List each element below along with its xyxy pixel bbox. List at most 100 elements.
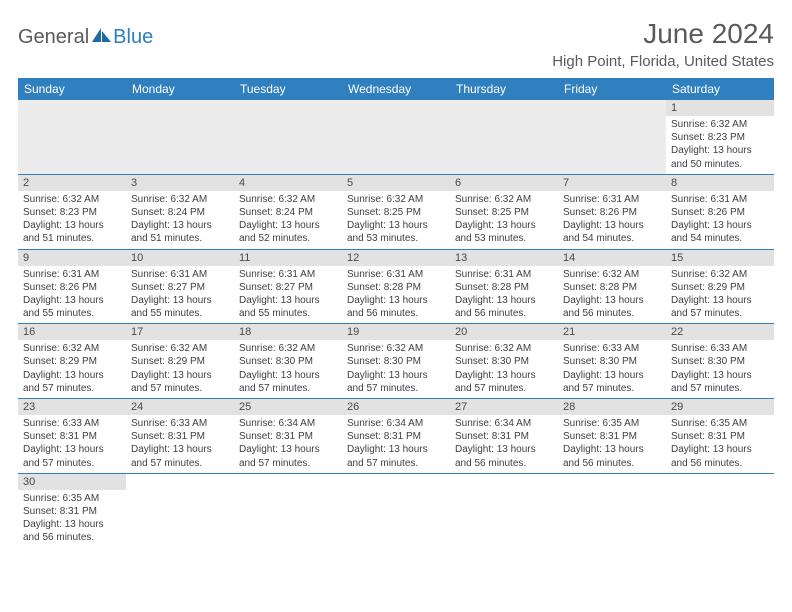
daylight-label: Daylight:: [671, 145, 710, 156]
sunset-label: Sunset:: [23, 431, 57, 442]
day-cell: 10Sunrise: 6:31 AMSunset: 8:27 PMDayligh…: [126, 250, 234, 324]
sunrise-line: Sunrise: 6:34 AM: [239, 417, 337, 430]
sunset-line: Sunset: 8:29 PM: [671, 281, 769, 294]
sunset-line: Sunset: 8:30 PM: [239, 355, 337, 368]
day-cell: [234, 100, 342, 174]
sunrise-line: Sunrise: 6:31 AM: [131, 268, 229, 281]
sunrise-label: Sunrise:: [671, 269, 708, 280]
day-cell: [342, 100, 450, 174]
sunrise-line: Sunrise: 6:32 AM: [131, 342, 229, 355]
sunrise-label: Sunrise:: [131, 418, 168, 429]
day-headers-row: SundayMondayTuesdayWednesdayThursdayFrid…: [18, 78, 774, 100]
day-info: Sunrise: 6:31 AMSunset: 8:28 PMDaylight:…: [450, 266, 558, 324]
day-cell: 26Sunrise: 6:34 AMSunset: 8:31 PMDayligh…: [342, 399, 450, 473]
daylight-line: Daylight: 13 hours and 57 minutes.: [347, 443, 445, 469]
calendar: SundayMondayTuesdayWednesdayThursdayFrid…: [18, 78, 774, 548]
sunset-line: Sunset: 8:31 PM: [239, 430, 337, 443]
daylight-label: Daylight:: [455, 295, 494, 306]
sunrise-label: Sunrise:: [455, 418, 492, 429]
daylight-label: Daylight:: [347, 444, 386, 455]
sunrise-label: Sunrise:: [131, 269, 168, 280]
daylight-line: Daylight: 13 hours and 51 minutes.: [131, 219, 229, 245]
day-cell: 29Sunrise: 6:35 AMSunset: 8:31 PMDayligh…: [666, 399, 774, 473]
sunset-line: Sunset: 8:31 PM: [23, 430, 121, 443]
day-number: 20: [450, 324, 558, 340]
sunset-line: Sunset: 8:23 PM: [23, 206, 121, 219]
day-number: 24: [126, 399, 234, 415]
daylight-line: Daylight: 13 hours and 53 minutes.: [455, 219, 553, 245]
day-number: 21: [558, 324, 666, 340]
sunset-label: Sunset:: [23, 356, 57, 367]
sunset-label: Sunset:: [347, 431, 381, 442]
day-number: 12: [342, 250, 450, 266]
daylight-label: Daylight:: [131, 220, 170, 231]
sunset-label: Sunset:: [239, 431, 273, 442]
day-cell: 27Sunrise: 6:34 AMSunset: 8:31 PMDayligh…: [450, 399, 558, 473]
sunrise-value: 6:32 AM: [278, 343, 315, 354]
sunrise-label: Sunrise:: [239, 194, 276, 205]
day-cell: 28Sunrise: 6:35 AMSunset: 8:31 PMDayligh…: [558, 399, 666, 473]
sunrise-value: 6:31 AM: [710, 194, 747, 205]
day-cell: 19Sunrise: 6:32 AMSunset: 8:30 PMDayligh…: [342, 324, 450, 398]
daylight-label: Daylight:: [671, 370, 710, 381]
day-cell: 12Sunrise: 6:31 AMSunset: 8:28 PMDayligh…: [342, 250, 450, 324]
sunset-line: Sunset: 8:25 PM: [455, 206, 553, 219]
day-info: Sunrise: 6:35 AMSunset: 8:31 PMDaylight:…: [666, 415, 774, 473]
sunrise-label: Sunrise:: [347, 343, 384, 354]
day-number: 9: [18, 250, 126, 266]
day-header: Friday: [558, 78, 666, 100]
sunrise-label: Sunrise:: [347, 269, 384, 280]
day-cell: 1Sunrise: 6:32 AMSunset: 8:23 PMDaylight…: [666, 100, 774, 174]
daylight-label: Daylight:: [239, 370, 278, 381]
sunset-value: 8:31 PM: [492, 431, 529, 442]
sunset-line: Sunset: 8:26 PM: [671, 206, 769, 219]
daylight-line: Daylight: 13 hours and 57 minutes.: [23, 369, 121, 395]
sunrise-label: Sunrise:: [131, 194, 168, 205]
daylight-line: Daylight: 13 hours and 57 minutes.: [671, 369, 769, 395]
sunset-label: Sunset:: [23, 506, 57, 517]
week-row: 9Sunrise: 6:31 AMSunset: 8:26 PMDaylight…: [18, 250, 774, 325]
sunset-label: Sunset:: [563, 282, 597, 293]
daylight-label: Daylight:: [239, 295, 278, 306]
day-cell: 7Sunrise: 6:31 AMSunset: 8:26 PMDaylight…: [558, 175, 666, 249]
logo-text-general: General: [18, 26, 89, 49]
sunrise-value: 6:32 AM: [710, 119, 747, 130]
sunset-label: Sunset:: [131, 282, 165, 293]
sunrise-line: Sunrise: 6:32 AM: [455, 193, 553, 206]
day-number: 7: [558, 175, 666, 191]
sunrise-value: 6:32 AM: [494, 194, 531, 205]
sunset-value: 8:31 PM: [60, 431, 97, 442]
day-cell: [18, 100, 126, 174]
sunrise-label: Sunrise:: [455, 269, 492, 280]
daylight-label: Daylight:: [455, 370, 494, 381]
sunrise-value: 6:34 AM: [278, 418, 315, 429]
day-info: Sunrise: 6:32 AMSunset: 8:29 PMDaylight:…: [666, 266, 774, 324]
sunrise-value: 6:31 AM: [170, 269, 207, 280]
sunrise-label: Sunrise:: [563, 418, 600, 429]
sunrise-line: Sunrise: 6:33 AM: [563, 342, 661, 355]
day-info: Sunrise: 6:34 AMSunset: 8:31 PMDaylight:…: [450, 415, 558, 473]
week-row: 1Sunrise: 6:32 AMSunset: 8:23 PMDaylight…: [18, 100, 774, 175]
sunrise-value: 6:33 AM: [602, 343, 639, 354]
sunset-value: 8:25 PM: [492, 207, 529, 218]
day-info: Sunrise: 6:34 AMSunset: 8:31 PMDaylight:…: [342, 415, 450, 473]
daylight-line: Daylight: 13 hours and 56 minutes.: [563, 294, 661, 320]
day-number: 26: [342, 399, 450, 415]
daylight-line: Daylight: 13 hours and 55 minutes.: [23, 294, 121, 320]
sunset-label: Sunset:: [131, 356, 165, 367]
day-number: 16: [18, 324, 126, 340]
sunrise-value: 6:34 AM: [494, 418, 531, 429]
day-info: Sunrise: 6:31 AMSunset: 8:26 PMDaylight:…: [18, 266, 126, 324]
sunrise-line: Sunrise: 6:33 AM: [671, 342, 769, 355]
daylight-line: Daylight: 13 hours and 57 minutes.: [23, 443, 121, 469]
sunset-value: 8:25 PM: [384, 207, 421, 218]
day-info: Sunrise: 6:31 AMSunset: 8:27 PMDaylight:…: [126, 266, 234, 324]
daylight-line: Daylight: 13 hours and 56 minutes.: [671, 443, 769, 469]
day-number: 11: [234, 250, 342, 266]
daylight-line: Daylight: 13 hours and 56 minutes.: [455, 294, 553, 320]
sunset-value: 8:24 PM: [276, 207, 313, 218]
day-info: Sunrise: 6:31 AMSunset: 8:27 PMDaylight:…: [234, 266, 342, 324]
day-info: Sunrise: 6:35 AMSunset: 8:31 PMDaylight:…: [558, 415, 666, 473]
sunset-value: 8:23 PM: [708, 132, 745, 143]
day-cell: 5Sunrise: 6:32 AMSunset: 8:25 PMDaylight…: [342, 175, 450, 249]
